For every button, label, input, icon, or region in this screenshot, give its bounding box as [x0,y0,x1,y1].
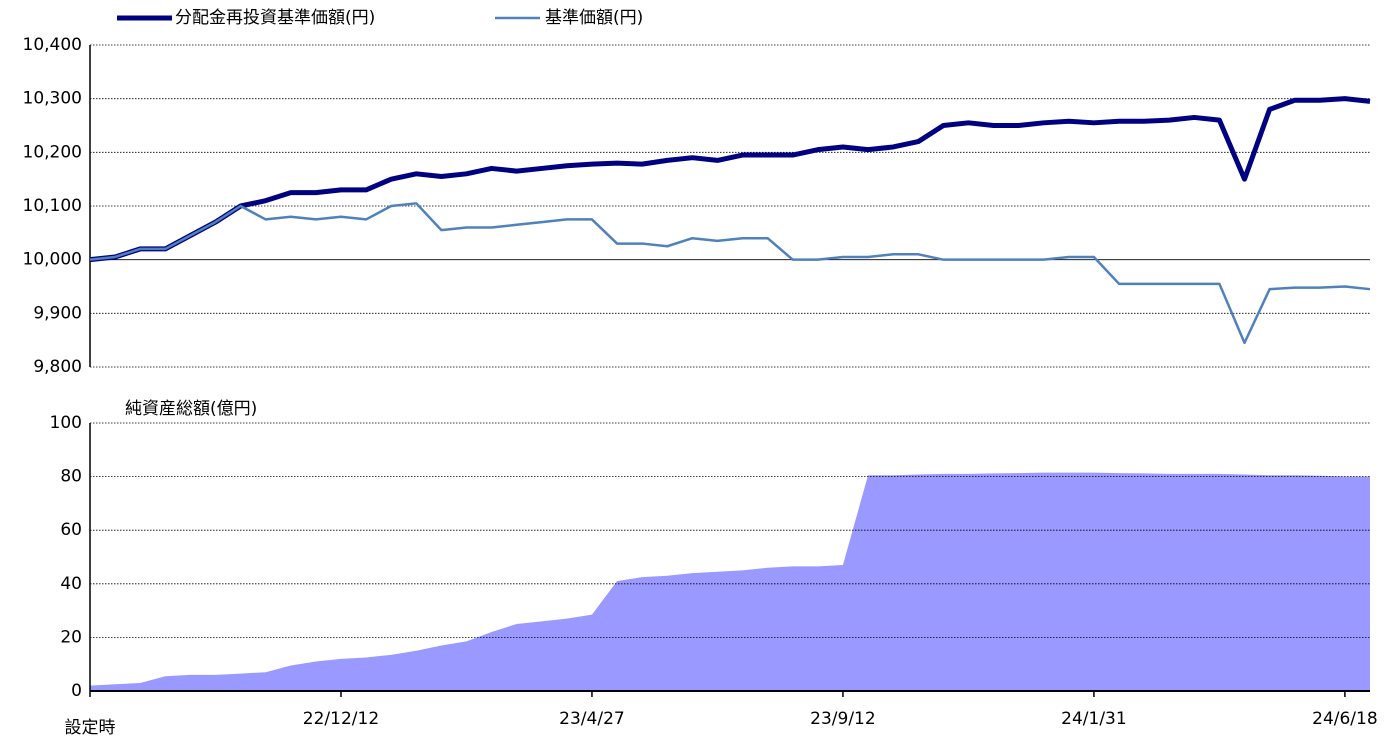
y-tick-label: 10,400 [23,35,82,55]
y-tick-label: 10,300 [23,89,82,109]
y-tick-label: 9,900 [33,303,82,323]
y-tick-label: 20 [60,627,82,647]
x-tick-label: 23/9/12 [810,709,876,729]
y-tick-label: 9,800 [33,357,82,377]
x-tick-label: 設定時 [65,718,116,738]
area [90,472,1370,691]
y-tick-label: 10,100 [23,196,82,216]
y-tick-label: 60 [60,520,82,540]
chart-title: 純資産総額(億円) [125,399,257,419]
x-tick-label: 23/4/27 [559,709,625,729]
legend-label: 基準価額(円) [545,8,643,28]
line [89,202,1371,345]
x-tick-label: 24/1/31 [1061,709,1127,729]
x-tick-label: 22/12/12 [303,709,379,729]
y-tick-label: 10,000 [23,250,82,270]
x-tick-label: 24/6/18 [1312,709,1378,729]
line [89,96,1371,263]
legend-label: 分配金再投資基準価額(円) [175,8,375,28]
y-tick-label: 0 [71,681,82,701]
y-tick-label: 10,200 [23,142,82,162]
y-tick-label: 40 [60,574,82,594]
y-tick-label: 100 [50,413,82,433]
y-tick-label: 80 [60,467,82,487]
